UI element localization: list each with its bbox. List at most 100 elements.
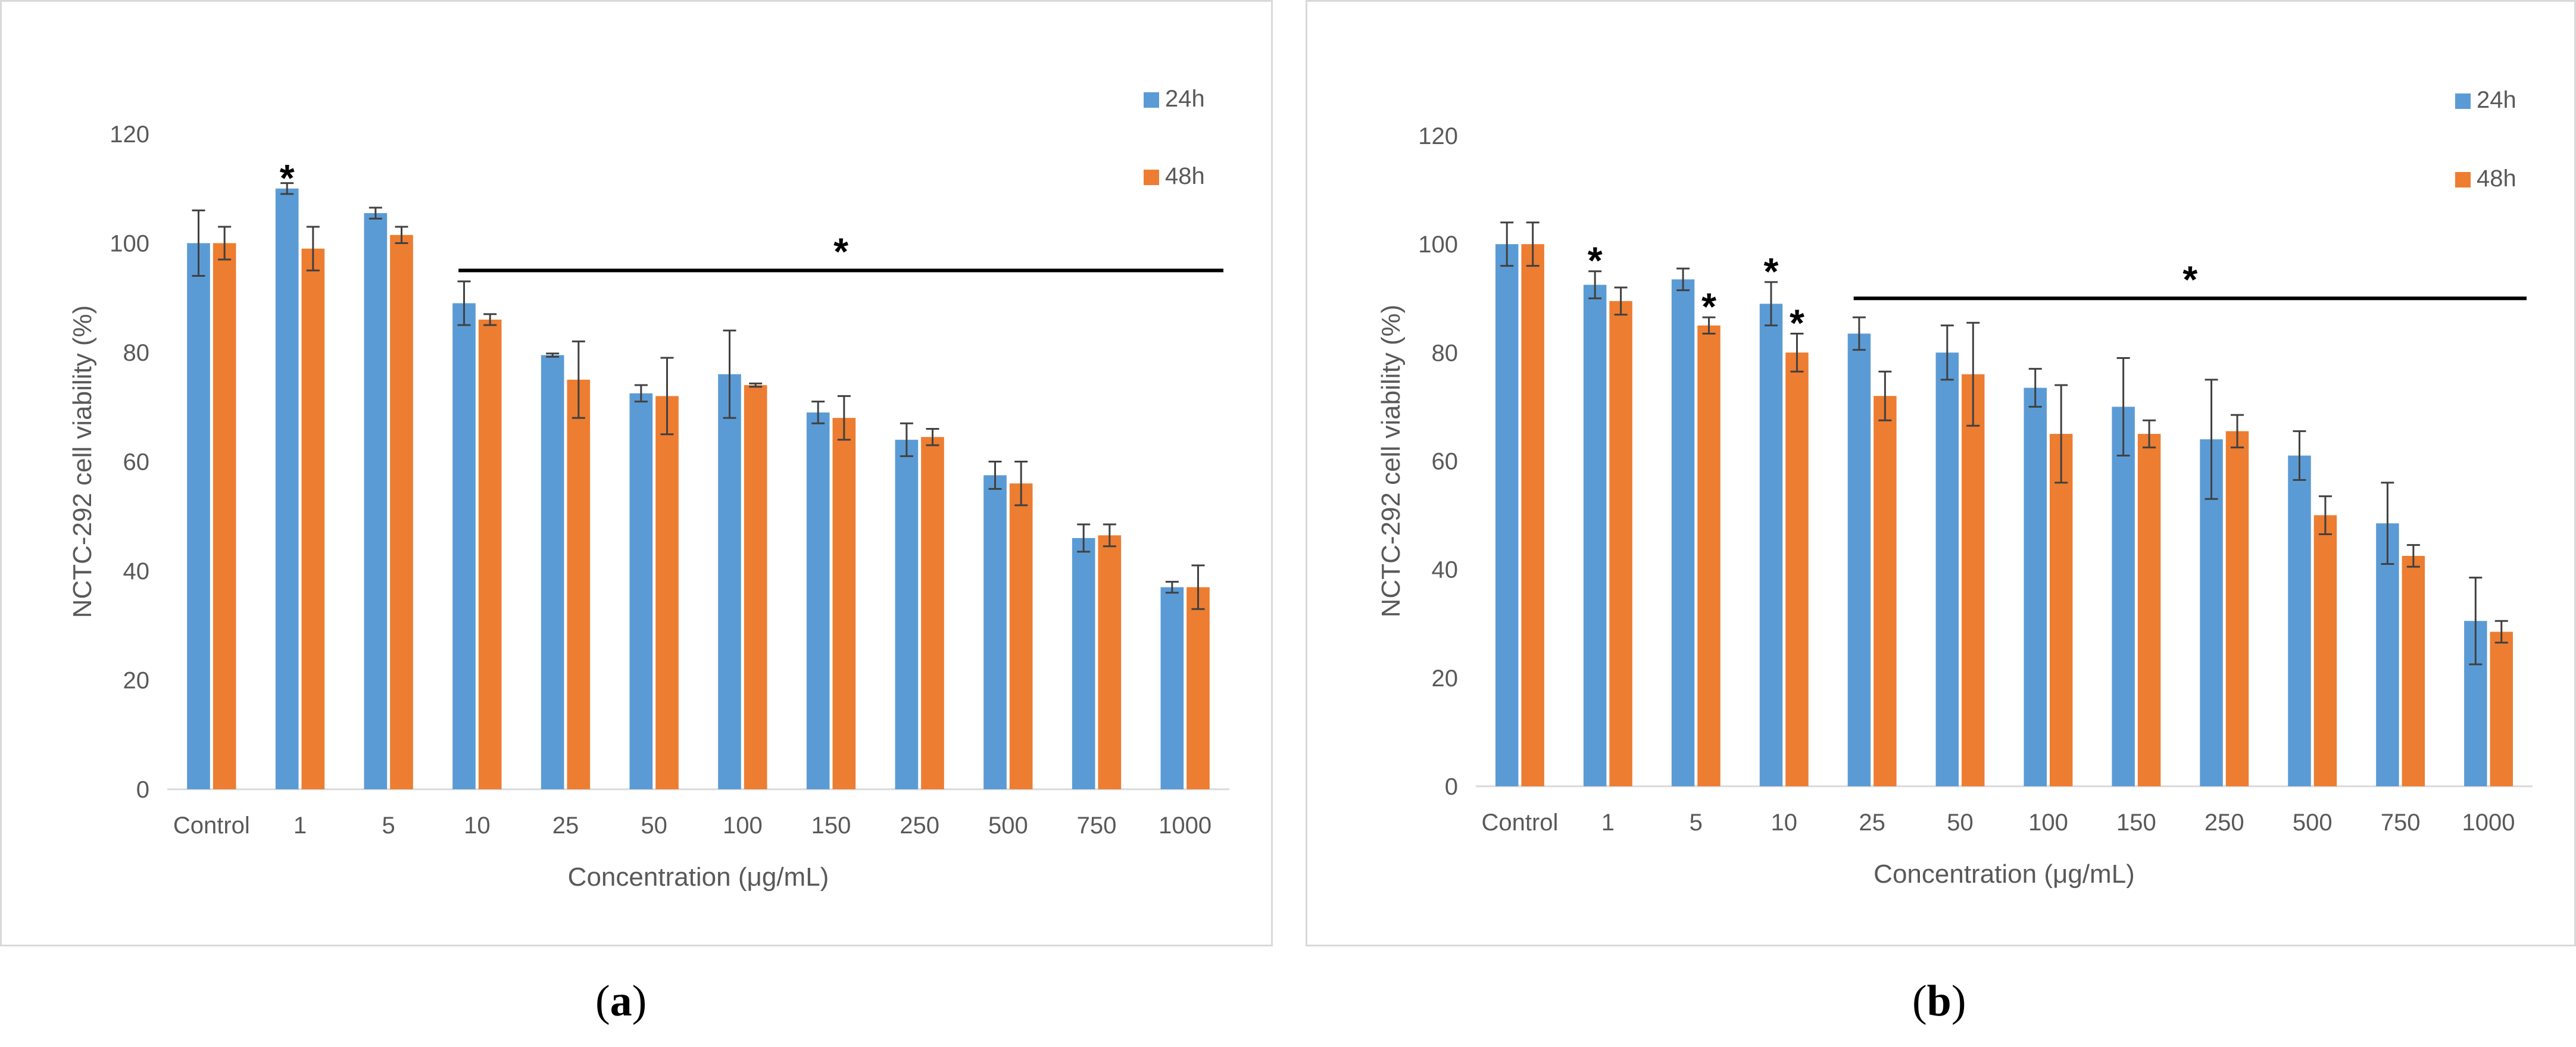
bar-48h-750 <box>1098 535 1122 789</box>
x-tick-label: 100 <box>723 812 763 839</box>
bar-24h-5 <box>1671 279 1695 786</box>
x-tick-label: 500 <box>988 812 1028 839</box>
x-tick-label: Control <box>1481 810 1558 836</box>
y-tick-label: 100 <box>110 231 149 257</box>
significance-star: * <box>1790 301 1804 344</box>
y-axis-title: NCTC-292 cell viability (%) <box>68 305 97 618</box>
bar-24h-250 <box>895 439 919 789</box>
legend-label-24h: 24h <box>1165 86 1205 112</box>
bar-chart-a: 0 20 40 60 80 100 120 Control 1 5 10 25 50 100 150 250 5… <box>68 86 1229 892</box>
x-tick-label: 250 <box>2205 810 2244 836</box>
y-tick-label: 40 <box>123 558 150 585</box>
caption-a-letter: a <box>610 977 632 1026</box>
y-tick-label: 20 <box>123 668 150 694</box>
x-tick-label: 25 <box>1859 810 1885 836</box>
caption-a: (a) <box>595 977 647 1026</box>
chart-panel-a: 0 20 40 60 80 100 120 Control 1 5 10 25 50 100 150 250 5… <box>0 0 1273 946</box>
legend-swatch-24h <box>1144 92 1159 108</box>
bar-48h-500 <box>1009 483 1033 789</box>
x-tick-label: 25 <box>552 812 579 839</box>
bar-48h-1000 <box>2490 632 2513 786</box>
bar-48h-5 <box>1697 325 1721 786</box>
caption-b: (b) <box>1912 977 1966 1026</box>
bar-24h-500 <box>2288 455 2311 786</box>
bar-24h-10 <box>452 303 476 789</box>
significance-bracket-star: * <box>833 230 848 273</box>
bar-24h-10 <box>1759 304 1783 786</box>
significance-star: * <box>1588 239 1603 282</box>
bar-48h-500 <box>2313 515 2337 786</box>
bar-24h-500 <box>983 475 1007 789</box>
significance-bracket-star: * <box>2182 258 2197 301</box>
bar-48h-10 <box>478 319 502 789</box>
bar-48h-Control <box>213 243 236 789</box>
significance-star: * <box>1701 285 1716 328</box>
x-tick-label: 750 <box>2381 810 2421 836</box>
bar-48h-5 <box>390 235 413 789</box>
bar-24h-1 <box>275 188 299 789</box>
bar-24h-1000 <box>1160 587 1184 789</box>
x-tick-label: 150 <box>2116 810 2156 836</box>
x-tick-label: 1000 <box>2462 810 2515 836</box>
y-tick-label: 60 <box>123 449 150 476</box>
bar-48h-100 <box>744 385 767 789</box>
bar-48h-50 <box>1962 374 1985 786</box>
x-tick-label: 5 <box>1690 810 1703 836</box>
chart-panel-b: 0 20 40 60 80 100 120 Control 1 5 10 25 50 100 150 250 5… <box>1306 0 2576 946</box>
legend-label-48h: 48h <box>1165 163 1205 189</box>
bar-24h-50 <box>629 393 653 789</box>
x-tick-label: 1 <box>293 812 307 839</box>
bar-24h-150 <box>806 412 830 789</box>
y-tick-label: 80 <box>1432 340 1459 366</box>
bar-24h-25 <box>541 355 564 789</box>
y-tick-label: 120 <box>1418 123 1458 149</box>
bar-24h-150 <box>2112 407 2135 786</box>
x-tick-label: Control <box>173 812 250 839</box>
x-tick-label: 50 <box>1947 810 1974 836</box>
bar-24h-25 <box>1847 333 1871 786</box>
bar-48h-100 <box>2049 433 2073 786</box>
bar-48h-25 <box>1874 396 1897 786</box>
bar-24h-100 <box>718 374 741 789</box>
significance-star: * <box>1764 250 1779 293</box>
bar-48h-50 <box>655 396 679 789</box>
y-tick-label: 60 <box>1432 449 1459 475</box>
bar-24h-750 <box>2376 523 2399 786</box>
bar-48h-1 <box>301 248 325 789</box>
bar-48h-250 <box>2225 431 2249 786</box>
y-tick-label: 40 <box>1432 557 1459 583</box>
legend-swatch-24h <box>2455 93 2471 109</box>
x-tick-label: 10 <box>1771 810 1797 836</box>
x-axis-title: Concentration (μg/mL) <box>568 862 829 892</box>
significance-star: * <box>280 157 295 199</box>
bar-24h-750 <box>1072 537 1095 789</box>
y-tick-label: 0 <box>136 777 149 803</box>
x-axis-title: Concentration (μg/mL) <box>1874 860 2135 889</box>
bar-48h-150 <box>832 418 856 789</box>
bar-48h-10 <box>1785 352 1809 786</box>
bar-48h-250 <box>921 437 944 789</box>
y-tick-label: 80 <box>123 340 150 366</box>
legend-label-48h: 48h <box>2477 165 2516 192</box>
x-tick-label: 150 <box>811 812 851 839</box>
bar-24h-1 <box>1583 285 1607 787</box>
bar-24h-5 <box>364 213 388 790</box>
x-tick-label: 750 <box>1077 812 1117 839</box>
legend-label-24h: 24h <box>2477 87 2516 113</box>
x-tick-label: 250 <box>900 812 939 839</box>
legend-swatch-48h <box>2455 172 2471 187</box>
y-tick-label: 120 <box>110 121 149 148</box>
y-axis-title: NCTC-292 cell viability (%) <box>1376 305 1406 618</box>
bar-48h-150 <box>2137 433 2161 786</box>
bar-48h-25 <box>567 379 591 789</box>
y-tick-label: 0 <box>1445 774 1458 800</box>
x-tick-label: 10 <box>464 812 491 839</box>
caption-b-letter: b <box>1926 977 1951 1026</box>
x-tick-label: 500 <box>2293 810 2333 836</box>
bar-48h-1 <box>1609 301 1632 786</box>
y-tick-label: 20 <box>1432 665 1459 692</box>
bar-48h-750 <box>2402 555 2425 786</box>
legend-swatch-48h <box>1144 170 1159 185</box>
x-tick-label: 1 <box>1601 810 1615 836</box>
y-tick-label: 100 <box>1418 232 1458 258</box>
